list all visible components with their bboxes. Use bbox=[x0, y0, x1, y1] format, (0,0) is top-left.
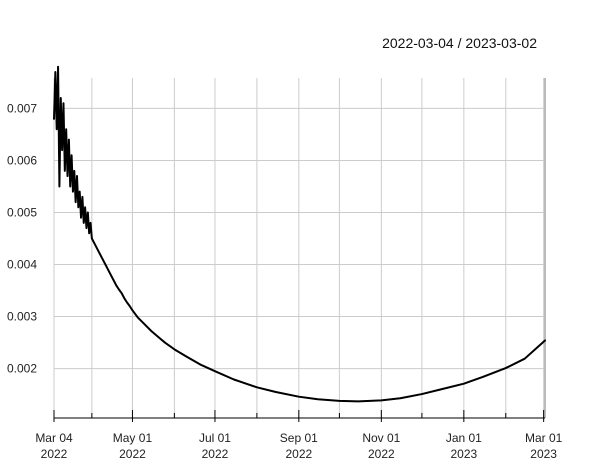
date-range-label: 2022-03-04 / 2023-03-02 bbox=[382, 35, 537, 51]
x-tick-label: Nov 01 2022 bbox=[362, 431, 400, 461]
x-tick-label: Sep 01 2022 bbox=[280, 431, 318, 461]
x-tick-label: Mar 04 2022 bbox=[35, 431, 73, 461]
series-group bbox=[53, 65, 546, 403]
y-tick-label: 0.006 bbox=[7, 153, 37, 167]
x-tick-label: Mar 01 2023 bbox=[525, 431, 563, 461]
x-tick-label: Jan 01 2023 bbox=[446, 431, 482, 461]
y-tick-label: 0.002 bbox=[7, 362, 37, 376]
x-tick-label: Jul 01 2022 bbox=[199, 431, 231, 461]
y-tick-label: 0.005 bbox=[7, 205, 37, 219]
y-tick-label: 0.007 bbox=[7, 101, 37, 115]
y-tick-label: 0.004 bbox=[7, 258, 37, 272]
y-tick-label: 0.003 bbox=[7, 310, 37, 324]
x-tick-label: May 01 2022 bbox=[113, 431, 153, 461]
grid-lines bbox=[53, 78, 546, 418]
x-axis: Mar 04 2022 May 01 2022 Jul 01 2022 Sep 01 2022… bbox=[35, 410, 563, 461]
series-line bbox=[53, 65, 546, 403]
y-axis: 0.002 0.003 0.004 0.005 0.006 0.007 bbox=[7, 101, 37, 375]
